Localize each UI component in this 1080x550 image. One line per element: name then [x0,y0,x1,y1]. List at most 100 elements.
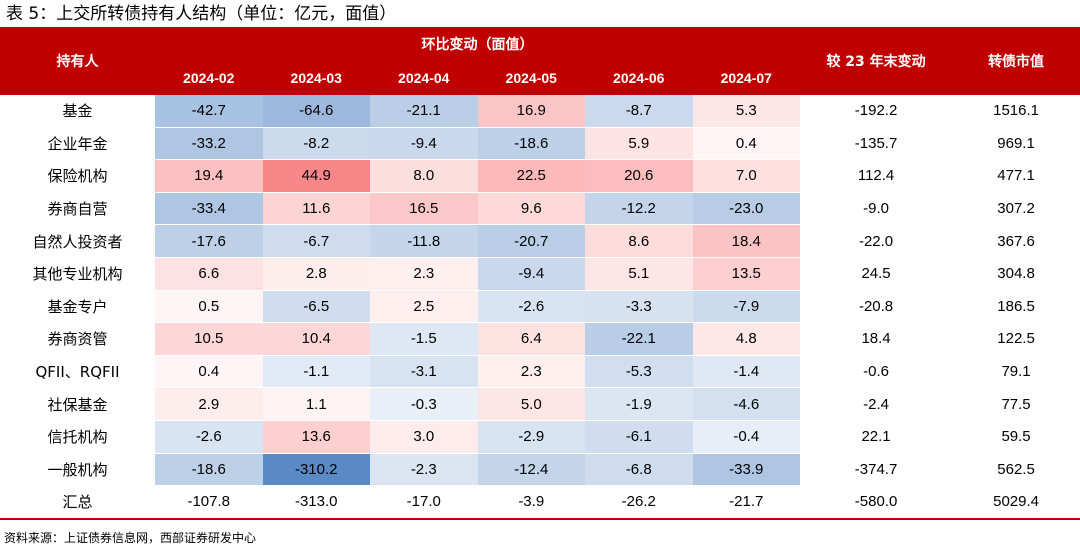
source-note: 资料来源：上证债券信息网，西部证券研发中心 [4,531,257,545]
market-value-cell: 367.6 [952,224,1080,258]
header-vs-year-end: 较 23 年末变动 [800,27,953,95]
table-row: 基金 -42.7 -64.6 -21.1 16.9 -8.7 5.3 -192.2 1516.1 [0,95,1080,128]
mom-value-cell: -3.3 [585,290,693,324]
vs-year-end-cell: 18.4 [800,322,953,356]
mom-value-cell: -22.1 [585,322,693,356]
mom-value-cell: -0.3 [370,387,478,421]
market-value-cell: 477.1 [952,159,1080,193]
mom-value-cell: 16.5 [370,192,478,226]
vs-year-end-cell: 22.1 [800,420,953,454]
vs-year-end-cell: -0.6 [800,355,953,389]
header-month: 2024-06 [585,61,693,95]
header-month: 2024-05 [477,61,585,95]
mom-value-cell: -107.8 [155,485,263,520]
vs-year-end-cell: 112.4 [800,159,953,193]
mom-value-cell: -17.0 [370,485,478,520]
vs-year-end-cell: -374.7 [800,453,953,487]
mom-value-cell: -12.2 [585,192,693,226]
table-row: 券商自营 -33.4 11.6 16.5 9.6 -12.2 -23.0 -9.0 307.2 [0,192,1080,226]
mom-value-cell: 2.5 [370,290,478,324]
vs-year-end-cell: -22.0 [800,224,953,258]
mom-value-cell: -313.0 [262,485,370,520]
mom-value-cell: 3.0 [370,420,478,454]
table-row: 基金专户 0.5 -6.5 2.5 -2.6 -3.3 -7.9 -20.8 186.5 [0,290,1080,324]
holder-name: 券商资管 [0,322,155,356]
mom-value-cell: -8.2 [262,127,370,161]
header-month: 2024-02 [155,61,263,95]
mom-value-cell: 0.4 [155,355,263,389]
mom-value-cell: 0.4 [692,127,801,161]
mom-value-cell: -11.8 [370,224,478,258]
mom-value-cell: 5.9 [585,127,693,161]
holder-name: 社保基金 [0,387,155,421]
mom-value-cell: 16.9 [477,95,585,128]
mom-value-cell: 20.6 [585,159,693,193]
table-row: 保险机构 19.4 44.9 8.0 22.5 20.6 7.0 112.4 477.1 [0,159,1080,193]
mom-value-cell: -64.6 [262,95,370,128]
mom-value-cell: 0.5 [155,290,263,324]
market-value-cell: 122.5 [952,322,1080,356]
mom-value-cell: -6.1 [585,420,693,454]
mom-value-cell: -310.2 [262,453,370,487]
table-row: 企业年金 -33.2 -8.2 -9.4 -18.6 5.9 0.4 -135.7 969.1 [0,127,1080,161]
header-market-value: 转债市值 [952,27,1080,95]
holder-structure-table: 持有人 环比变动（面值） 较 23 年末变动 转债市值 2024-02 2024… [0,27,1080,520]
table-row: 券商资管 10.5 10.4 -1.5 6.4 -22.1 4.8 18.4 122.5 [0,322,1080,356]
header-month: 2024-03 [262,61,370,95]
mom-value-cell: -3.9 [477,485,585,520]
header-month: 2024-07 [692,61,801,95]
market-value-cell: 59.5 [952,420,1080,454]
mom-value-cell: 22.5 [477,159,585,193]
holder-name: 其他专业机构 [0,257,155,291]
mom-value-cell: -2.3 [370,453,478,487]
mom-value-cell: -1.1 [262,355,370,389]
table-row: 社保基金 2.9 1.1 -0.3 5.0 -1.9 -4.6 -2.4 77.5 [0,387,1080,421]
mom-value-cell: 8.6 [585,224,693,258]
market-value-cell: 304.8 [952,257,1080,291]
mom-value-cell: 11.6 [262,192,370,226]
mom-value-cell: -21.7 [692,485,801,520]
mom-value-cell: -18.6 [155,453,263,487]
mom-value-cell: 5.0 [477,387,585,421]
mom-value-cell: -6.5 [262,290,370,324]
mom-value-cell: -1.4 [692,355,801,389]
mom-value-cell: -23.0 [692,192,801,226]
mom-value-cell: 6.4 [477,322,585,356]
mom-value-cell: -3.1 [370,355,478,389]
mom-value-cell: -0.4 [692,420,801,454]
mom-value-cell: 10.4 [262,322,370,356]
table-row: 信托机构 -2.6 13.6 3.0 -2.9 -6.1 -0.4 22.1 59.5 [0,420,1080,454]
mom-value-cell: -2.9 [477,420,585,454]
mom-value-cell: -18.6 [477,127,585,161]
market-value-cell: 562.5 [952,453,1080,487]
holder-name: 保险机构 [0,159,155,193]
mom-value-cell: 9.6 [477,192,585,226]
mom-value-cell: 13.6 [262,420,370,454]
market-value-cell: 5029.4 [952,485,1080,520]
mom-value-cell: 2.9 [155,387,263,421]
header-holder: 持有人 [0,27,155,95]
holder-name: 券商自营 [0,192,155,226]
mom-value-cell: -1.9 [585,387,693,421]
vs-year-end-cell: -9.0 [800,192,953,226]
vs-year-end-cell: 24.5 [800,257,953,291]
table-row: 一般机构 -18.6 -310.2 -2.3 -12.4 -6.8 -33.9 -374.7 5… [0,453,1080,487]
market-value-cell: 969.1 [952,127,1080,161]
holder-name: QFII、RQFII [0,355,155,389]
mom-value-cell: -17.6 [155,224,263,258]
mom-value-cell: 5.1 [585,257,693,291]
mom-value-cell: 18.4 [692,224,801,258]
market-value-cell: 186.5 [952,290,1080,324]
header-mom-group: 环比变动（面值） [155,27,801,61]
mom-value-cell: -12.4 [477,453,585,487]
mom-value-cell: 2.3 [477,355,585,389]
mom-value-cell: 7.0 [692,159,801,193]
market-value-cell: 1516.1 [952,95,1080,128]
mom-value-cell: 6.6 [155,257,263,291]
market-value-cell: 79.1 [952,355,1080,389]
mom-value-cell: -20.7 [477,224,585,258]
market-value-cell: 307.2 [952,192,1080,226]
table-row: 自然人投资者 -17.6 -6.7 -11.8 -20.7 8.6 18.4 -22.0 367… [0,224,1080,258]
mom-value-cell: -6.7 [262,224,370,258]
mom-value-cell: -4.6 [692,387,801,421]
